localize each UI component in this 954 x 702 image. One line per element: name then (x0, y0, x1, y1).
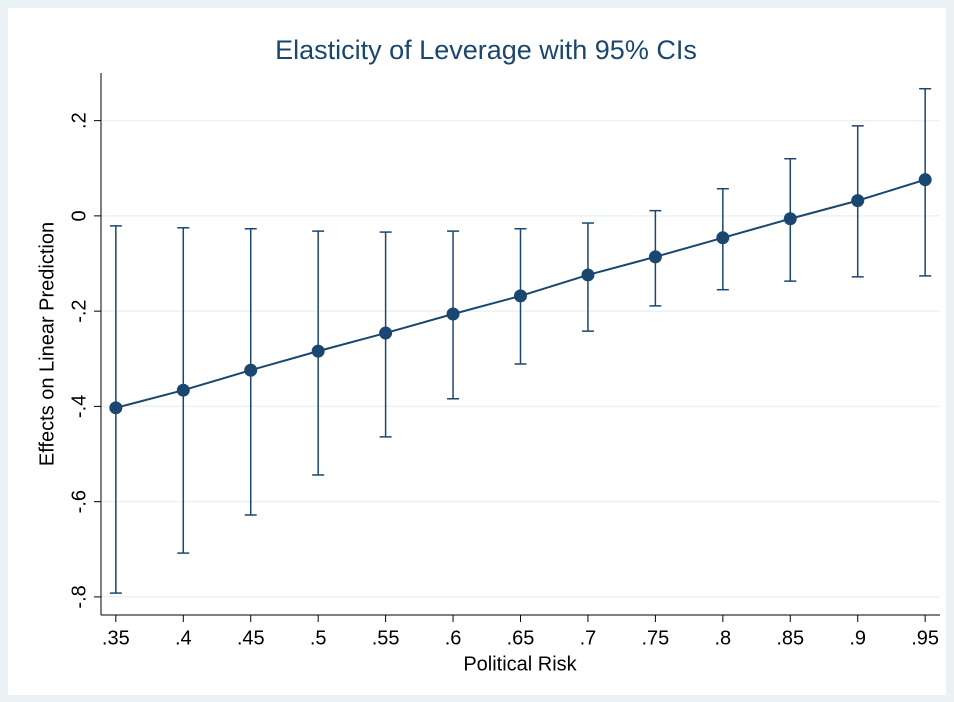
x-axis-title: Political Risk (463, 653, 577, 675)
y-tick-label: -.4 (68, 395, 90, 418)
point (446, 307, 460, 321)
point (244, 363, 258, 377)
x-tick-label: .5 (310, 627, 327, 649)
y-tick-label: -.8 (68, 585, 90, 608)
point (109, 401, 123, 415)
x-tick-label: .35 (102, 627, 130, 649)
y-tick-label: -.6 (68, 490, 90, 513)
point (514, 289, 527, 303)
point (716, 231, 730, 245)
point (581, 268, 595, 282)
x-tick-label: .8 (714, 627, 731, 649)
chart-title: Elasticity of Leverage with 95% CIs (275, 35, 697, 65)
x-tick-label: .65 (507, 627, 535, 649)
point (379, 326, 393, 340)
x-tick-label: .45 (237, 627, 265, 649)
y-tick-label: 0 (68, 210, 90, 221)
point (176, 383, 190, 397)
x-tick-label: .9 (849, 627, 866, 649)
point (918, 173, 932, 187)
x-tick-label: .7 (580, 627, 597, 649)
x-tick-label: .6 (445, 627, 462, 649)
y-tick-label: .2 (68, 112, 90, 129)
x-tick-label: .55 (372, 627, 400, 649)
x-tick-label: .95 (911, 627, 939, 649)
point (648, 250, 662, 264)
graph-region (8, 8, 946, 695)
x-tick-label: .85 (776, 627, 804, 649)
x-tick-label: .75 (641, 627, 669, 649)
y-axis-title: Effects on Linear Prediction (36, 222, 58, 466)
point (783, 212, 797, 226)
y-tick-label: -.2 (68, 299, 90, 322)
x-tick-label: .4 (175, 627, 192, 649)
point (851, 194, 865, 208)
point (311, 344, 325, 358)
